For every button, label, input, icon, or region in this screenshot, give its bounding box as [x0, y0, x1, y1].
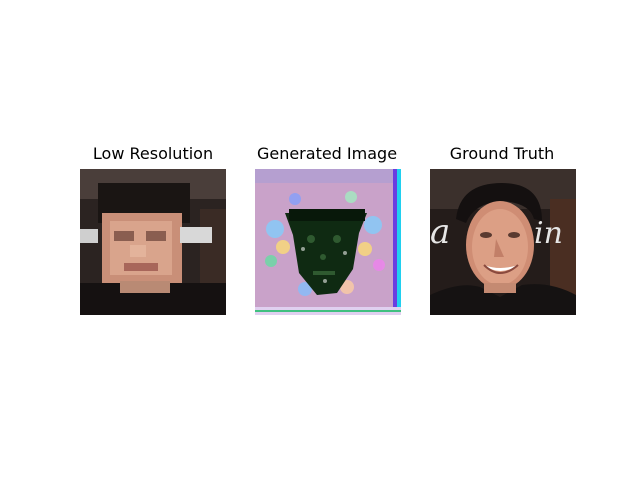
- svg-text:a: a: [430, 212, 450, 252]
- panel-title-low-resolution: Low Resolution: [92, 144, 214, 163]
- ground-truth-image: a in: [430, 169, 576, 315]
- generated-image: [255, 169, 401, 315]
- low-resolution-image: [80, 169, 226, 315]
- panel-title-ground-truth: Ground Truth: [449, 144, 555, 163]
- svg-text:in: in: [534, 216, 563, 251]
- panel-title-generated-image: Generated Image: [256, 144, 398, 163]
